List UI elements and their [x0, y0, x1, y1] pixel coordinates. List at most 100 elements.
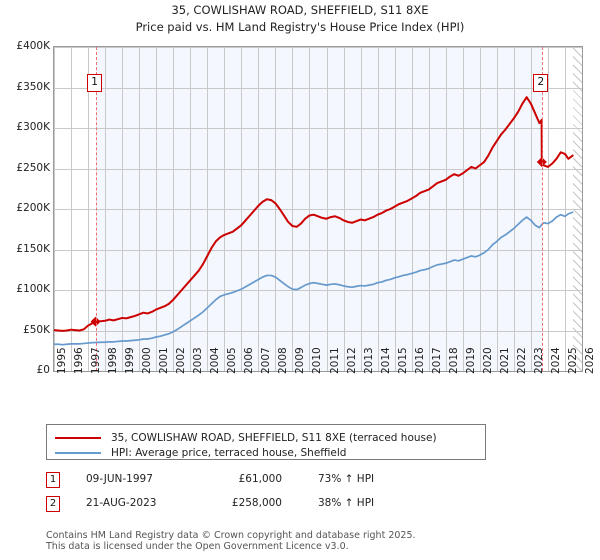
gridline-vertical: [258, 47, 259, 371]
y-axis-tick-label: £0: [36, 364, 50, 376]
transaction-event-line: [95, 47, 97, 371]
gridline-horizontal: [54, 88, 582, 89]
legend-entry: HPI: Average price, terraced house, Shef…: [47, 444, 485, 461]
chart-plot-area: [53, 46, 583, 372]
x-axis-tick-label: 2000: [141, 347, 154, 374]
chart-legend: 35, COWLISHAW ROAD, SHEFFIELD, S11 8XE (…: [46, 424, 486, 460]
transaction-price: £258,000: [231, 497, 282, 509]
x-axis-tick-label: 2006: [243, 347, 256, 374]
gridline-vertical: [344, 47, 345, 371]
gridline-vertical: [173, 47, 174, 371]
y-axis-tick-label: £50K: [23, 323, 50, 336]
footer-line-2: This data is licensed under the Open Gov…: [46, 541, 349, 552]
y-axis-tick-label: £400K: [16, 40, 50, 52]
gridline-horizontal: [54, 250, 582, 251]
x-axis-tick-label: 2004: [209, 347, 222, 374]
x-axis-tick-label: 2024: [549, 347, 562, 374]
transaction-price: £61,000: [238, 473, 282, 485]
transaction-event-line: [541, 47, 543, 371]
x-axis-tick-label: 2017: [430, 347, 443, 374]
transaction-hpi-delta: 73% ↑ HPI: [318, 473, 375, 485]
gridline-vertical: [88, 47, 89, 371]
x-axis-tick-label: 2026: [584, 347, 596, 374]
x-axis-tick-label: 2003: [192, 347, 205, 374]
x-axis-tick-label: 1997: [90, 347, 103, 374]
page-title: 35, COWLISHAW ROAD, SHEFFIELD, S11 8XE: [171, 3, 429, 17]
x-axis-tick-label: 1998: [107, 347, 120, 374]
gridline-vertical: [378, 47, 379, 371]
x-axis-tick-label: 2013: [362, 347, 375, 374]
footer-attribution: Contains HM Land Registry data © Crown c…: [46, 530, 586, 552]
transaction-marker-badge-2[interactable]: 2: [533, 74, 549, 92]
gridline-vertical: [275, 47, 276, 371]
x-axis-tick-label: 2022: [515, 347, 528, 374]
gridline-vertical: [463, 47, 464, 371]
x-axis-tick-label: 2018: [447, 347, 460, 374]
gridline-vertical: [139, 47, 140, 371]
gridline-vertical: [105, 47, 106, 371]
x-axis-tick-label: 1995: [56, 347, 68, 374]
transaction-hpi-delta: 38% ↑ HPI: [318, 497, 375, 509]
gridline-vertical: [531, 47, 532, 371]
gridline-vertical: [190, 47, 191, 371]
x-axis-tick-label: 2005: [226, 347, 239, 374]
gridline-vertical: [565, 47, 566, 371]
x-axis-tick-label: 2010: [311, 347, 324, 374]
gridline-vertical: [395, 47, 396, 371]
table-row[interactable]: 2 21-AUG-2023 £258,000 38% ↑ HPI: [46, 494, 486, 518]
x-axis-tick-label: 2025: [566, 347, 579, 374]
transaction-index-badge: 2: [46, 496, 60, 512]
x-axis-tick-label: 2002: [175, 347, 188, 374]
x-axis-tick-label: 2015: [396, 347, 409, 374]
gridline-vertical: [548, 47, 549, 371]
x-axis-tick-label: 2020: [481, 347, 494, 374]
y-axis-tick-label: £350K: [16, 80, 50, 93]
gridline-vertical: [292, 47, 293, 371]
y-axis-labels: £0 £50K £100K £150K £200K £250K £300K £350K £400…: [0, 0, 50, 560]
gridline-horizontal: [54, 290, 582, 291]
transaction-date: 21-AUG-2023: [86, 497, 157, 509]
x-axis-tick-label: 2012: [345, 347, 358, 374]
legend-entry: 35, COWLISHAW ROAD, SHEFFIELD, S11 8XE (…: [47, 429, 485, 446]
gridline-horizontal: [54, 331, 582, 332]
x-axis-tick-label: 2014: [379, 347, 392, 374]
x-axis-tick-label: 2019: [464, 347, 477, 374]
gridline-horizontal: [54, 47, 582, 48]
gridline-horizontal: [54, 169, 582, 170]
gridline-horizontal: [54, 209, 582, 210]
gridline-vertical: [497, 47, 498, 371]
gridline-vertical: [71, 47, 72, 371]
legend-label: HPI: Average price, terraced house, Shef…: [111, 446, 347, 459]
gridline-vertical: [327, 47, 328, 371]
gridline-vertical: [309, 47, 310, 371]
x-axis-tick-label: 2008: [277, 347, 290, 374]
legend-color-swatch: [55, 451, 101, 454]
legend-color-swatch: [55, 436, 101, 439]
gridline-vertical: [54, 47, 55, 371]
legend-label: 35, COWLISHAW ROAD, SHEFFIELD, S11 8XE (…: [111, 431, 437, 444]
gridline-vertical: [480, 47, 481, 371]
transactions-table: 1 09-JUN-1997 £61,000 73% ↑ HPI 2 21-AUG-2023…: [46, 470, 486, 518]
x-axis-tick-label: 1996: [73, 347, 86, 374]
y-axis-tick-label: £300K: [16, 121, 50, 133]
gridline-vertical: [412, 47, 413, 371]
y-axis-tick-label: £250K: [16, 161, 50, 174]
x-axis-tick-label: 2011: [328, 347, 341, 374]
y-axis-tick-label: £200K: [16, 202, 50, 214]
gridline-vertical: [429, 47, 430, 371]
gridline-vertical: [207, 47, 208, 371]
table-row[interactable]: 1 09-JUN-1997 £61,000 73% ↑ HPI: [46, 470, 486, 494]
gridline-vertical: [446, 47, 447, 371]
hpi-average-line: [54, 211, 574, 346]
x-axis-tick-label: 2016: [413, 347, 426, 374]
gridline-vertical: [156, 47, 157, 371]
transaction-index-badge: 1: [46, 472, 60, 488]
y-axis-tick-label: £100K: [16, 283, 50, 295]
x-axis-tick-label: 2009: [294, 347, 307, 374]
chart-title-block: 35, COWLISHAW ROAD, SHEFFIELD, S11 8XE P…: [0, 2, 600, 36]
x-axis-tick-label: 2007: [260, 347, 273, 374]
price-paid-line: [54, 96, 574, 332]
x-axis-tick-label: 2023: [532, 347, 545, 374]
transaction-marker-badge-1[interactable]: 1: [87, 74, 103, 92]
gridline-vertical: [361, 47, 362, 371]
